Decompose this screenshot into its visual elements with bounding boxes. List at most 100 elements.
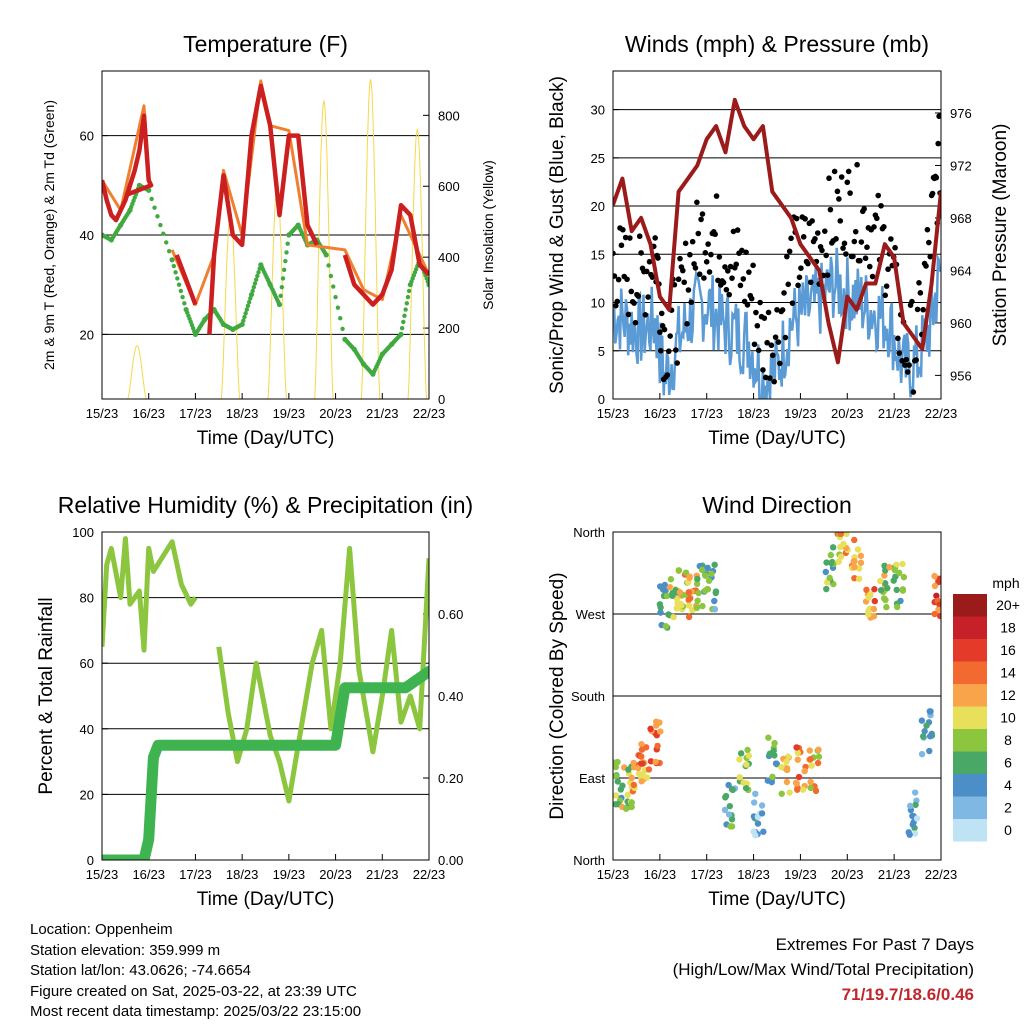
legend-label: 16 [1000,642,1016,658]
gust-point [750,262,756,269]
gust-point [861,206,867,212]
gust-point [866,263,873,270]
x-tick-label: 17/23 [179,406,212,421]
direction-point [906,831,913,838]
td-point [250,288,255,294]
x-axis-label: Time (Day/UTC) [197,889,335,910]
direction-point [828,559,835,567]
gust-point [684,321,690,327]
direction-point [685,602,693,609]
gust-point [869,273,876,280]
td-point [255,273,260,279]
y2-tick-label: 0 [438,392,445,407]
gust-point [618,242,625,249]
gust-point [838,174,845,180]
y2-tick-label: 0.20 [438,771,463,786]
gust-point [762,374,769,381]
y2-axis-label: Station Pressure (Maroon) [990,124,1011,347]
direction-point [657,604,664,611]
direction-point [613,773,620,780]
gust-point [882,292,889,299]
direction-point [670,613,677,621]
gust-point [821,228,828,234]
x-tick-label: 19/23 [273,867,306,882]
x-tick-label: 21/23 [366,406,399,421]
direction-point [702,572,709,579]
td-point [404,301,410,306]
td-point [180,294,185,300]
y-tick-label: 5 [598,344,605,359]
direction-point [867,591,874,598]
direction-point [778,790,785,797]
direction-point [837,543,844,551]
direction-point [857,559,865,566]
gust-point [695,230,702,237]
gust-point [696,271,703,278]
gust-point [645,294,651,300]
extremes-subtitle: (High/Low/Max Wind/Total Precipitation) [672,960,974,979]
latlon-text: Station lat/lon: 43.0626; -74.6654 [30,962,252,979]
direction-point [894,603,901,611]
gust-point [661,326,668,333]
x-tick-label: 17/23 [690,867,723,882]
gust-point [927,253,934,260]
td-point [279,284,285,290]
direction-point [850,558,857,565]
direction-point [911,789,919,796]
gust-point [739,247,745,254]
direction-point [906,802,914,810]
gust-point [733,261,740,268]
y-tick-label: 40 [80,722,94,737]
panel-winds: Winds (mph) & Pressure (mb) 0 5 10 15 20 25 30 9… [547,31,1011,449]
x-tick-label: 20/23 [319,867,352,882]
direction-point [760,828,767,835]
plot-frame [612,70,942,400]
direction-point [745,752,753,759]
solar-line [407,127,428,399]
solar-line [267,184,287,399]
direction-point [931,610,938,618]
direction-point [835,558,842,565]
legend-swatch [953,706,987,729]
y2-tick-label: 956 [950,368,972,383]
gust-point [716,254,723,260]
gust-point [878,202,884,209]
gust-point [729,275,735,281]
direction-point [686,573,693,580]
direction-point [881,572,888,579]
gust-point [800,234,807,240]
y-axis-label: Sonic/Prop Wind & Gust (Blue, Black) [547,76,568,394]
x-tick-label: 15/23 [86,867,119,882]
td-point [276,301,283,308]
direction-point [736,756,743,763]
direction-point [936,601,941,608]
direction-point [693,580,701,588]
plot-area [613,532,941,839]
x-tick-label: 21/23 [878,867,911,882]
gust-point [914,306,921,313]
gust-point [755,347,762,354]
gust-point [674,360,680,366]
direction-point [786,789,793,796]
gust-point [847,190,853,196]
y-axis-label: Percent & Total Rainfall [36,597,57,794]
direction-point [685,589,692,596]
x-tick-label: 21/23 [366,867,399,882]
gust-point [910,389,917,395]
gust-point [864,244,870,250]
gust-point [699,211,706,217]
direction-point [727,823,734,830]
gust-point [904,369,911,375]
direction-point [698,566,706,574]
gust-point [646,258,653,265]
td-point [152,205,157,210]
y-tick-label: 0 [598,392,605,407]
gust-point [903,356,910,363]
x-tick-label: 16/23 [132,867,165,882]
y-tick-label: 40 [80,228,94,243]
direction-point [624,791,631,799]
direction-point [765,734,772,741]
panel-humidity: Relative Humidity (%) & Precipitation (i… [36,492,473,910]
t2m-line [102,83,429,335]
gust-point [881,224,887,230]
